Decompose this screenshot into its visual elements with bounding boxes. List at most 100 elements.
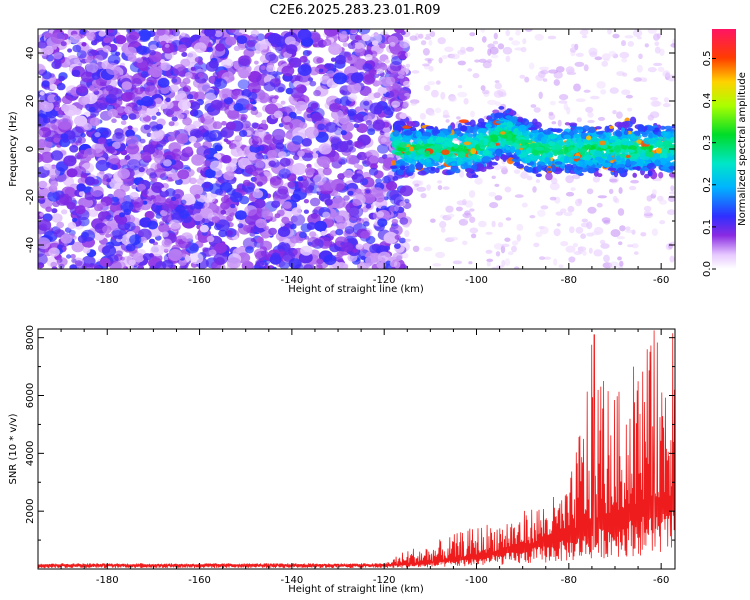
spectrogram-cell: [283, 121, 294, 130]
spectrogram-cell: [401, 252, 409, 259]
spectrogram-cell: [126, 34, 138, 45]
spectrogram-cell: [535, 179, 541, 183]
spectrogram-cell: [38, 180, 48, 189]
spectrogram-cell: [511, 240, 519, 246]
spectrogram-cell: [125, 135, 139, 147]
spectrogram-cell: [333, 155, 342, 163]
spectrogram-cell: [599, 140, 606, 146]
spectrogram-cell: [299, 55, 308, 63]
spectrogram-cell: [80, 132, 86, 138]
spectrogram-cell: [504, 109, 510, 114]
spectrogram-cell: [303, 147, 311, 154]
spectrogram-cell: [424, 36, 432, 40]
spectrogram-cell: [591, 137, 600, 142]
spectrogram-cell: [230, 145, 236, 150]
spectrogram-cell: [237, 79, 250, 90]
spectrogram-cell: [225, 36, 237, 46]
spectrogram-cell: [565, 66, 575, 74]
spectrogram-cell: [608, 139, 616, 143]
spectrogram-cell: [138, 110, 148, 118]
spectrogram-cell: [621, 40, 626, 47]
spectrogram-cell: [513, 162, 521, 167]
spectrogram-cell: [456, 200, 466, 206]
spectrogram-cell: [434, 167, 440, 174]
spectrogram-cell: [489, 118, 495, 122]
spectrogram-cell: [206, 46, 214, 53]
spectrogram-cell: [343, 195, 350, 201]
spectrogram-cell: [532, 118, 538, 126]
y-tick-label: 20: [25, 95, 36, 108]
spectrogram-cell: [242, 179, 251, 187]
spectrogram-cell: [658, 171, 664, 179]
spectrogram-cell: [508, 37, 514, 41]
spectrogram-cell: [250, 29, 260, 37]
spectrogram-cell: [204, 154, 211, 159]
spectrogram-cell: [521, 202, 528, 208]
spectrogram-cell: [151, 115, 157, 121]
spectrogram-cell: [278, 123, 284, 128]
spectrogram-cell: [127, 125, 133, 130]
spectrogram-cell: [368, 69, 377, 76]
spectrogram-cell: [568, 152, 573, 156]
spectrogram-cell: [318, 68, 324, 73]
spectrogram-cell: [38, 225, 47, 235]
spectrogram-cell: [494, 112, 505, 119]
spectrogram-cell: [448, 96, 457, 102]
spectrogram-cell: [128, 113, 137, 120]
spectrogram-cell: [551, 121, 557, 125]
spectrogram-cell: [300, 245, 313, 256]
spectrogram-cell: [542, 129, 552, 135]
spectrogram-cell: [473, 155, 478, 162]
spectrogram-cell: [646, 195, 653, 202]
spectrogram-cell: [549, 196, 557, 201]
spectrogram-cell: [394, 234, 401, 240]
spectrogram-cell: [495, 251, 501, 257]
spectrogram-cell: [133, 103, 142, 112]
spectrogram-cell: [38, 253, 48, 265]
spectrogram-cell: [491, 175, 496, 179]
spectrogram-cell: [191, 154, 205, 166]
spectrogram-cell: [193, 141, 201, 149]
spectrogram-cell: [477, 121, 486, 128]
spectrogram-cell: [510, 146, 516, 154]
spectrogram-cell: [450, 168, 457, 172]
spectrogram-cell: [111, 118, 117, 123]
spectrogram-cell: [620, 157, 626, 162]
spectrogram-cell: [497, 43, 505, 50]
spectrogram-cell: [277, 186, 289, 195]
spectrogram-cell: [627, 244, 634, 248]
spectrogram-cell: [332, 72, 348, 85]
spectrogram-cell: [504, 237, 511, 242]
spectrogram-cell: [601, 144, 608, 150]
spectrogram-cell: [669, 255, 675, 263]
spectrogram-cell: [533, 107, 541, 113]
spectrogram-cell: [82, 232, 89, 237]
spectrogram-cell: [627, 41, 634, 47]
spectrogram-cell: [355, 243, 363, 250]
spectrogram-cell: [627, 107, 633, 112]
spectrogram-cell: [441, 149, 450, 155]
spectrogram-cell: [505, 55, 511, 62]
spectrogram-cell: [566, 106, 571, 115]
spectrogram-cell: [480, 85, 486, 91]
spectrogram-cell: [326, 70, 335, 78]
spectrogram-cell: [492, 40, 499, 45]
x-tick-label: -80: [561, 575, 577, 586]
spectrogram-cell: [352, 113, 364, 124]
spectrogram-cell: [570, 187, 576, 192]
spectrogram-cell: [371, 187, 384, 198]
spectrogram-cell: [275, 142, 285, 150]
spectrogram-cell: [88, 209, 99, 217]
spectrogram-cell: [474, 177, 483, 185]
spectrogram-cell: [161, 201, 175, 212]
spectrogram-cell: [69, 34, 82, 44]
spectrogram-cell: [61, 104, 70, 112]
spectrogram-cell: [587, 111, 594, 118]
spectrogram-cell: [374, 73, 380, 78]
spectrogram-cell: [573, 251, 582, 255]
spectrogram-cell: [180, 32, 186, 37]
spectrogram-cell: [617, 256, 622, 261]
spectrogram-cell: [657, 66, 665, 72]
spectrogram-cell: [106, 178, 112, 183]
spectrogram-cell: [601, 217, 611, 224]
